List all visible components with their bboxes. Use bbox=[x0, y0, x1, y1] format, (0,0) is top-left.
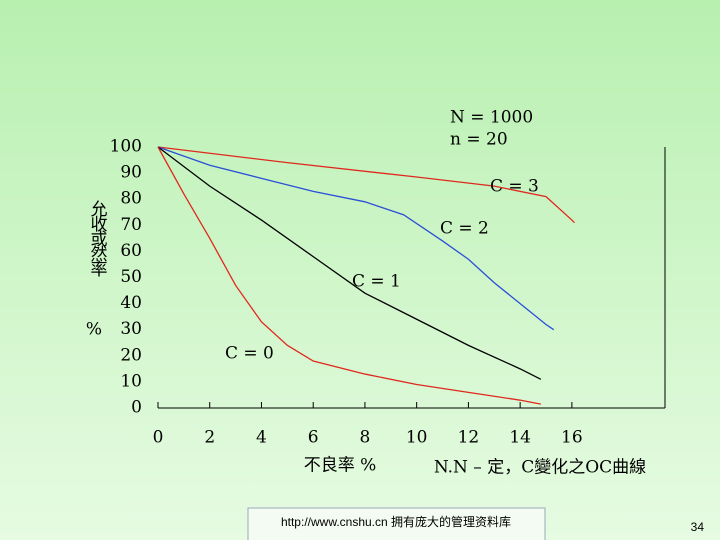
y-tick-label: 90 bbox=[120, 163, 142, 183]
curve-label: C = 0 bbox=[225, 344, 274, 364]
oc-curve bbox=[157, 146, 541, 405]
y-tick-label: 0 bbox=[131, 398, 142, 418]
curve-label: C = 3 bbox=[490, 177, 539, 197]
y-tick-label: 80 bbox=[120, 189, 142, 209]
oc-curve bbox=[157, 146, 542, 380]
note: N = 1000 bbox=[450, 108, 533, 128]
x-tick-label: 16 bbox=[561, 428, 583, 448]
oc-curve bbox=[157, 146, 575, 224]
y-tick-label: 60 bbox=[120, 241, 142, 261]
x-tick-label: 6 bbox=[308, 428, 319, 448]
y-axis-label: 允收或然率 bbox=[87, 200, 108, 277]
x-tick-label: 14 bbox=[509, 428, 531, 448]
y-tick-label: 50 bbox=[120, 267, 142, 287]
curve-label: C = 2 bbox=[440, 219, 489, 239]
x-tick-label: 2 bbox=[204, 428, 215, 448]
y-tick-label: 20 bbox=[120, 345, 142, 365]
oc-curve bbox=[157, 146, 555, 331]
caption: N.N – 定，C變化之OC曲線 bbox=[434, 458, 646, 478]
y-tick-label: 70 bbox=[120, 215, 142, 235]
y-unit: % bbox=[86, 320, 102, 340]
x-tick-label: 10 bbox=[406, 428, 428, 448]
y-tick-label: 30 bbox=[120, 319, 142, 339]
footer-url: http://www.cnshu.cn 拥有庞大的管理资料库 bbox=[281, 514, 511, 529]
x-axis-label: 不良率 % bbox=[304, 456, 377, 476]
footer-box bbox=[247, 507, 546, 540]
x-tick-label: 8 bbox=[360, 428, 371, 448]
x-tick-label: 0 bbox=[153, 428, 164, 448]
y-tick-label: 10 bbox=[120, 371, 142, 391]
x-tick-label: 12 bbox=[458, 428, 480, 448]
y-tick-label: 100 bbox=[110, 137, 142, 157]
note: n = 20 bbox=[450, 130, 508, 150]
y-tick-label: 40 bbox=[120, 293, 142, 313]
curve-label: C = 1 bbox=[352, 272, 401, 292]
x-tick-label: 4 bbox=[256, 428, 267, 448]
page-number: 34 bbox=[691, 520, 705, 534]
